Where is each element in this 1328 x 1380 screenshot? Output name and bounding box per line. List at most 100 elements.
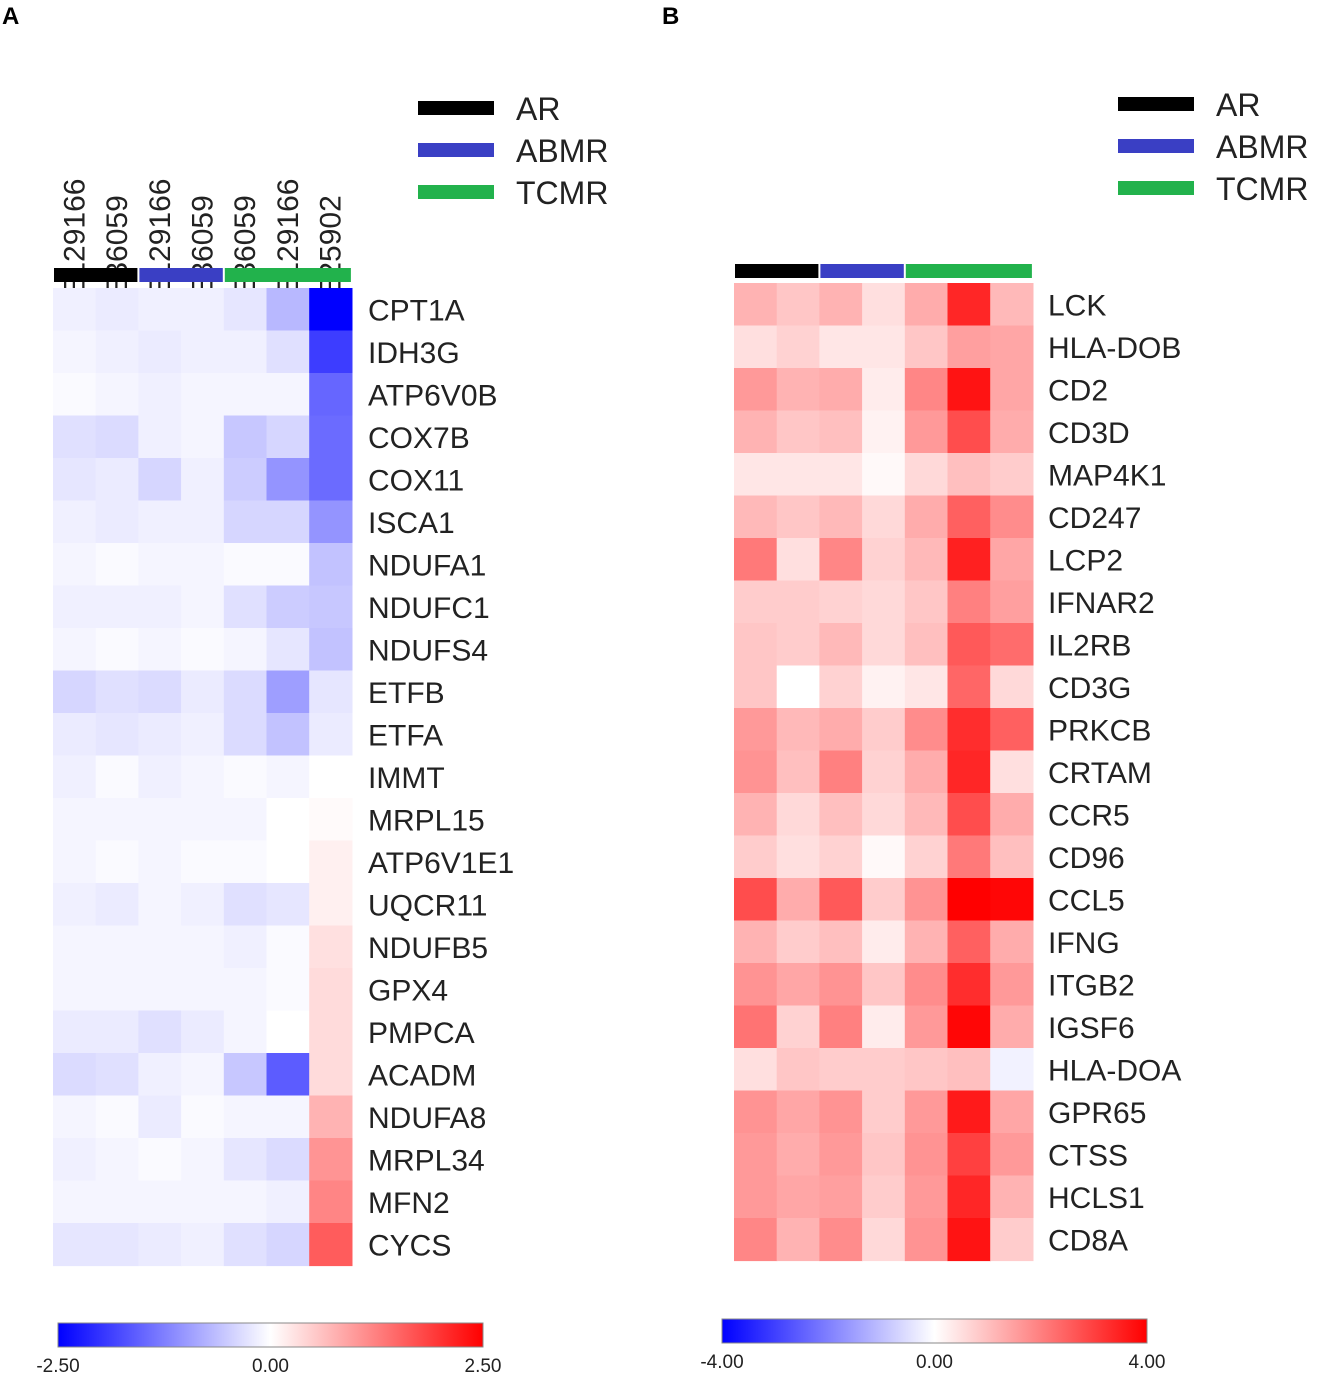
heatmap-cell bbox=[819, 878, 863, 922]
heatmap-cell bbox=[734, 495, 778, 539]
heatmap-cell bbox=[947, 1133, 991, 1177]
row-label: GPX4 bbox=[368, 974, 448, 1007]
heatmap-cell bbox=[95, 670, 139, 714]
heatmap-cell bbox=[266, 585, 310, 629]
heatmap-cell bbox=[138, 1223, 182, 1267]
heatmap-cell bbox=[266, 798, 310, 842]
row-label: ATP6V1E1 bbox=[368, 847, 514, 880]
heatmap-cell bbox=[181, 925, 225, 969]
heatmap-cell bbox=[734, 580, 778, 624]
heatmap-cell bbox=[309, 1095, 353, 1139]
heatmap-cell bbox=[862, 1048, 906, 1092]
heatmap-cell bbox=[138, 798, 182, 842]
heatmap-cell bbox=[138, 330, 182, 374]
row-label: COX7B bbox=[368, 422, 470, 455]
heatmap-cell bbox=[904, 878, 949, 922]
heatmap-cell bbox=[138, 840, 182, 884]
row-label: MRPL34 bbox=[368, 1144, 485, 1177]
row-label: NDUFB5 bbox=[368, 932, 488, 965]
heatmap-cell bbox=[95, 288, 139, 332]
row-label: CD3G bbox=[1048, 672, 1131, 705]
heatmap-cell bbox=[947, 1048, 991, 1092]
heatmap-cell bbox=[776, 963, 820, 1007]
heatmap-cell bbox=[862, 453, 906, 497]
heatmap-cell bbox=[138, 968, 182, 1012]
heatmap-cell bbox=[53, 1095, 97, 1139]
heatmap-cell bbox=[819, 410, 863, 454]
heatmap-cell bbox=[862, 1133, 906, 1177]
heatmap-cell bbox=[223, 1223, 268, 1267]
heatmap-cell bbox=[223, 585, 268, 629]
heatmap-cell bbox=[266, 415, 310, 459]
row-label: MFN2 bbox=[368, 1187, 450, 1220]
heatmap-cell bbox=[776, 1175, 820, 1219]
heatmap-cell bbox=[862, 793, 906, 837]
row-label: NDUFC1 bbox=[368, 592, 490, 625]
heatmap-cell bbox=[223, 713, 268, 757]
heatmap-cell bbox=[990, 410, 1034, 454]
heatmap-cell bbox=[734, 1133, 778, 1177]
heatmap-cell bbox=[734, 750, 778, 794]
legend-label-ar: AR bbox=[516, 91, 560, 127]
heatmap-cell bbox=[862, 708, 906, 752]
heatmap-cell bbox=[904, 538, 949, 582]
heatmap-cell bbox=[904, 708, 949, 752]
heatmap-cell bbox=[223, 1053, 268, 1097]
heatmap-cell bbox=[181, 1053, 225, 1097]
row-label: PMPCA bbox=[368, 1017, 475, 1050]
heatmap-cell bbox=[309, 415, 353, 459]
heatmap-cell bbox=[53, 840, 97, 884]
heatmap-cell bbox=[138, 1010, 182, 1054]
heatmap-cell bbox=[266, 968, 310, 1012]
row-label: NDUFS4 bbox=[368, 634, 488, 667]
heatmap-cell bbox=[776, 283, 820, 327]
heatmap-cell bbox=[990, 368, 1034, 412]
colorbar-tick-label: 2.50 bbox=[465, 1356, 502, 1377]
row-label: CD2 bbox=[1048, 374, 1108, 407]
heatmap-cell bbox=[53, 1180, 97, 1224]
heatmap-cell bbox=[947, 835, 991, 879]
heatmap-cell bbox=[223, 840, 268, 884]
heatmap-cell bbox=[776, 538, 820, 582]
heatmap-cell bbox=[223, 1010, 268, 1054]
heatmap-cell bbox=[53, 330, 97, 374]
heatmap-cell bbox=[990, 1090, 1034, 1134]
heatmap-cell bbox=[904, 580, 949, 624]
heatmap-cell bbox=[223, 288, 268, 332]
heatmap-cell bbox=[138, 1095, 182, 1139]
heatmap-cell bbox=[309, 798, 353, 842]
heatmap-cell bbox=[181, 840, 225, 884]
heatmap-cell bbox=[309, 585, 353, 629]
heatmap-cell bbox=[223, 500, 268, 544]
heatmap-cell bbox=[138, 415, 182, 459]
heatmap-cell bbox=[947, 708, 991, 752]
heatmap-panel-b: BGSE129166GSE36059GSE129166GSE36059GSE36… bbox=[662, 3, 1308, 1373]
row-label: ISCA1 bbox=[368, 507, 455, 540]
heatmap-cell bbox=[266, 330, 310, 374]
heatmap-cell bbox=[990, 1048, 1034, 1092]
heatmap-cell bbox=[53, 288, 97, 332]
heatmap-cell bbox=[53, 500, 97, 544]
heatmap-cell bbox=[990, 283, 1034, 327]
heatmap-cell bbox=[904, 1005, 949, 1049]
heatmap-cell bbox=[223, 1095, 268, 1139]
heatmap-cell bbox=[947, 453, 991, 497]
heatmap-cell bbox=[181, 543, 225, 587]
row-label: ATP6V0B bbox=[368, 379, 498, 412]
heatmap-cell bbox=[309, 288, 353, 332]
heatmap-cell bbox=[95, 543, 139, 587]
heatmap-cell bbox=[223, 883, 268, 927]
panel-label-a: A bbox=[2, 3, 19, 30]
heatmap-cell bbox=[862, 1175, 906, 1219]
row-label: CPT1A bbox=[368, 294, 465, 327]
heatmap-cell bbox=[819, 1218, 863, 1262]
heatmap-cell bbox=[990, 1133, 1034, 1177]
heatmap-cell bbox=[734, 1218, 778, 1262]
row-label: MAP4K1 bbox=[1048, 459, 1166, 492]
heatmap-cell bbox=[53, 1010, 97, 1054]
heatmap-cell bbox=[862, 835, 906, 879]
heatmap-cell bbox=[95, 330, 139, 374]
heatmap-cell bbox=[990, 623, 1034, 667]
heatmap-panel-a: AGSE129166GSE36059GSE129166GSE36059GSE36… bbox=[2, 3, 608, 1377]
heatmap-cell bbox=[819, 835, 863, 879]
